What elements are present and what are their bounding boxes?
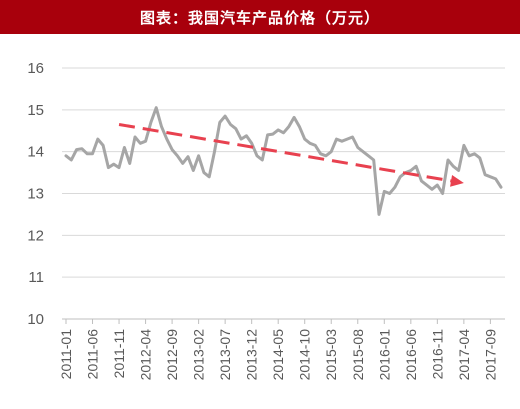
- x-tick-label: 2013-02: [191, 329, 207, 381]
- chart-title: 图表：我国汽车产品价格（万元）: [139, 8, 380, 27]
- x-tick-label: 2015-08: [350, 329, 366, 381]
- y-tick-label: 12: [27, 227, 44, 244]
- x-tick-label: 2013-12: [244, 329, 260, 381]
- chart-area: 10 11 12 13 14 15 16 2011-01 2011-06 2011-11 2012…: [0, 34, 520, 409]
- y-tick-label: 14: [27, 144, 44, 161]
- y-tick-label: 16: [27, 60, 44, 77]
- x-tick-label: 2011-06: [85, 329, 101, 380]
- y-tick-label: 13: [27, 186, 44, 203]
- x-tick-label: 2014-10: [297, 329, 313, 381]
- x-tick-label: 2012-04: [138, 329, 154, 381]
- x-tick-label: 2012-09: [164, 329, 180, 381]
- x-tick-label: 2015-03: [323, 329, 339, 381]
- y-tick-label: 10: [27, 311, 44, 328]
- grid-lines: [62, 67, 505, 320]
- x-tick-label: 2017-09: [482, 329, 498, 381]
- trend-arrowhead: [450, 174, 464, 187]
- x-tick-label: 2017-04: [456, 329, 472, 381]
- title-bar: 图表：我国汽车产品价格（万元）: [0, 0, 520, 34]
- y-tick-label: 15: [27, 102, 44, 119]
- price-line-chart: 10 11 12 13 14 15 16 2011-01 2011-06 2011-11 2012…: [27, 60, 505, 380]
- series-group: [64, 106, 503, 216]
- x-tick-label: 2011-01: [58, 329, 74, 380]
- x-tick-label: 2016-11: [429, 329, 445, 380]
- trend-group: [118, 122, 464, 187]
- x-axis: 2011-01 2011-06 2011-11 2012-04 2012-09 2013-…: [58, 319, 498, 380]
- trend-line: [118, 122, 454, 183]
- x-tick-label: 2014-05: [270, 329, 286, 381]
- price-series-line: [64, 106, 503, 216]
- x-tick-label: 2013-07: [217, 329, 233, 381]
- y-axis: 10 11 12 13 14 15 16: [27, 60, 44, 328]
- x-tick-label: 2016-01: [376, 329, 392, 381]
- y-tick-label: 11: [28, 269, 44, 286]
- x-tick-label: 2011-11: [111, 329, 127, 379]
- x-tick-label: 2016-06: [403, 329, 419, 381]
